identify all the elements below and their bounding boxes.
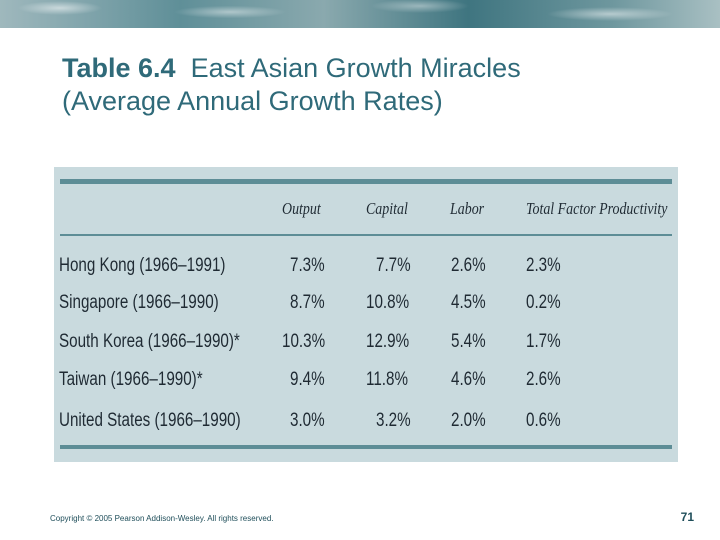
table-cell-capital: 12.9% (366, 331, 410, 352)
growth-table: Output Capital Labor Total Factor Produc… (54, 167, 678, 462)
table-row-country: South Korea (1966–1990)* (59, 331, 240, 352)
table-cell-tfp: 1.7% (526, 331, 561, 352)
page-number: 71 (680, 510, 694, 524)
table-cell-tfp: 2.3% (526, 255, 561, 276)
header-capital: Capital (366, 199, 408, 218)
table-row-country: Taiwan (1966–1990)* (59, 369, 203, 390)
table-cell-output: 3.0% (290, 410, 325, 431)
table-cell-capital: 3.2% (376, 410, 411, 431)
table-cell-capital: 11.8% (366, 369, 408, 390)
table-row-country: Hong Kong (1966–1991) (59, 255, 226, 276)
table-cell-labor: 4.5% (451, 292, 486, 313)
table-cell-output: 9.4% (290, 369, 325, 390)
slide-title: Table 6.4 East Asian Growth Miracles (Av… (62, 52, 682, 118)
table-cell-output: 8.7% (290, 292, 325, 313)
title-line-2: (Average Annual Growth Rates) (62, 86, 443, 116)
title-text: East Asian Growth Miracles (190, 53, 521, 83)
table-header-rule (60, 234, 672, 236)
table-cell-capital: 7.7% (376, 255, 411, 276)
header-labor: Labor (450, 199, 485, 218)
header-tfp: Total Factor Productivity (526, 199, 668, 218)
header-output: Output (282, 199, 321, 218)
table-cell-labor: 5.4% (451, 331, 486, 352)
table-cell-labor: 2.0% (451, 410, 486, 431)
table-row-country: Singapore (1966–1990) (59, 292, 219, 313)
table-cell-tfp: 2.6% (526, 369, 561, 390)
footer-copyright: Copyright © 2005 Pearson Addison-Wesley.… (50, 514, 274, 523)
table-bottom-rule (60, 445, 672, 449)
table-top-rule (60, 179, 672, 184)
table-number: Table 6.4 (62, 53, 176, 83)
table-cell-tfp: 0.6% (526, 410, 561, 431)
top-banner (0, 0, 720, 28)
title-line-1: Table 6.4 East Asian Growth Miracles (62, 52, 682, 85)
table-cell-capital: 10.8% (366, 292, 410, 313)
table-cell-output: 10.3% (282, 331, 326, 352)
table-cell-tfp: 0.2% (526, 292, 561, 313)
table-cell-labor: 4.6% (451, 369, 486, 390)
table-cell-labor: 2.6% (451, 255, 486, 276)
table-row-country: United States (1966–1990) (59, 410, 241, 431)
table-cell-output: 7.3% (290, 255, 325, 276)
